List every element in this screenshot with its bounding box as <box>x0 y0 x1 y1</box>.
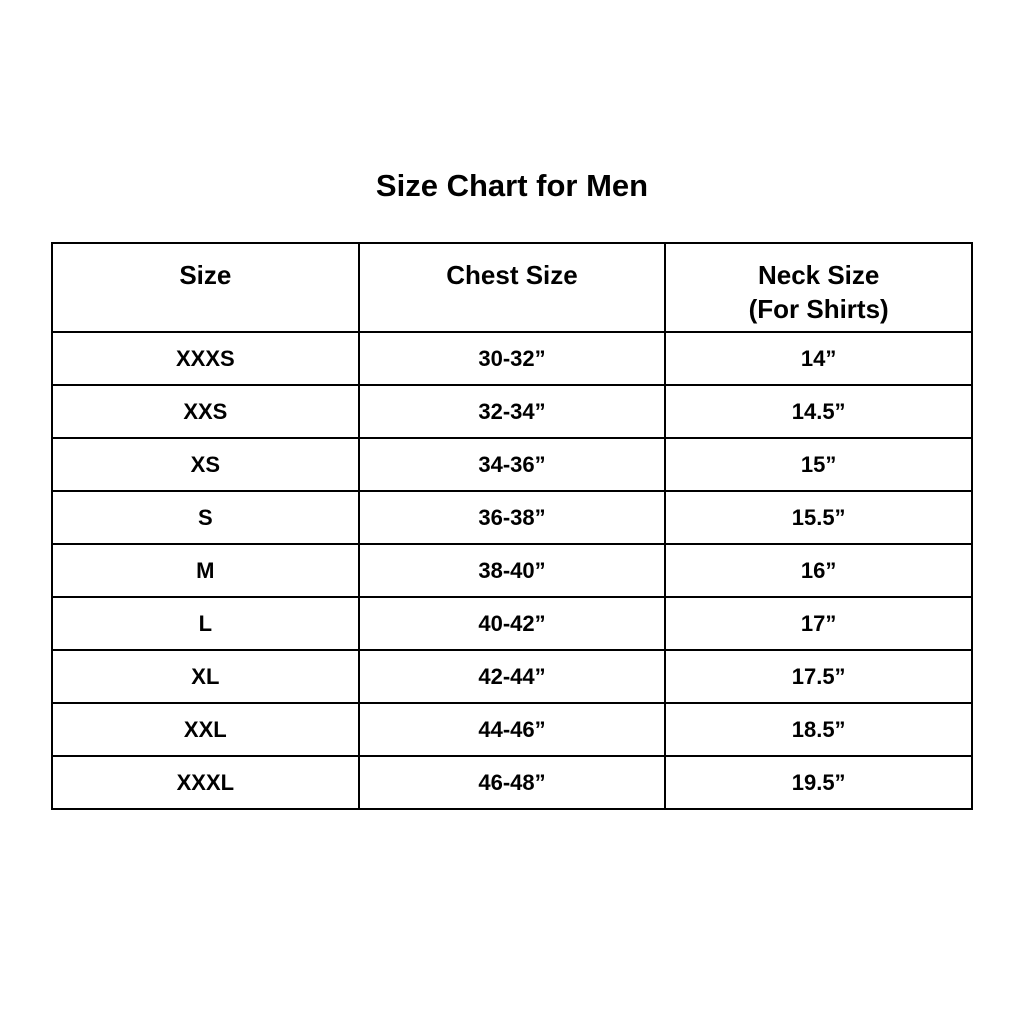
header-size: Size <box>51 242 360 333</box>
cell-size: XXXL <box>51 755 360 810</box>
header-row: Size Chest Size Neck Size (For Shirts) <box>51 242 973 333</box>
table-body: XXXS 30-32” 14” XXS 32-34” 14.5” XS 34-36” 15” S 3… <box>51 331 973 810</box>
cell-size: XS <box>51 437 360 492</box>
cell-chest-size: 42-44” <box>357 649 667 704</box>
header-sublabel: (For Shirts) <box>748 294 889 324</box>
size-chart-table: Size Chest Size Neck Size (For Shirts) XX… <box>51 242 973 810</box>
cell-size: XXS <box>51 384 360 439</box>
cell-size: S <box>51 490 360 545</box>
header-neck-size: Neck Size (For Shirts) <box>664 242 973 333</box>
cell-neck-size: 17.5” <box>664 649 973 704</box>
cell-neck-size: 14.5” <box>664 384 973 439</box>
cell-neck-size: 15” <box>664 437 973 492</box>
header-label: Neck Size <box>757 260 880 290</box>
cell-neck-size: 17” <box>664 596 973 651</box>
table-row: XXL 44-46” 18.5” <box>51 702 973 757</box>
table-row: XS 34-36” 15” <box>51 437 973 492</box>
cell-chest-size: 40-42” <box>357 596 667 651</box>
table-row: S 36-38” 15.5” <box>51 490 973 545</box>
cell-neck-size: 18.5” <box>664 702 973 757</box>
cell-neck-size: 14” <box>664 331 973 386</box>
cell-size: XL <box>51 649 360 704</box>
cell-chest-size: 32-34” <box>357 384 667 439</box>
table-row: L 40-42” 17” <box>51 596 973 651</box>
table-row: XXXS 30-32” 14” <box>51 331 973 386</box>
cell-chest-size: 36-38” <box>357 490 667 545</box>
cell-neck-size: 16” <box>664 543 973 598</box>
cell-size: XXXS <box>51 331 360 386</box>
header-label: Size <box>179 260 232 290</box>
cell-size: L <box>51 596 360 651</box>
cell-chest-size: 34-36” <box>357 437 667 492</box>
page-title: Size Chart for Men <box>375 168 649 203</box>
cell-neck-size: 19.5” <box>664 755 973 810</box>
cell-size: XXL <box>51 702 360 757</box>
cell-neck-size: 15.5” <box>664 490 973 545</box>
table-row: M 38-40” 16” <box>51 543 973 598</box>
table-row: XL 42-44” 17.5” <box>51 649 973 704</box>
cell-chest-size: 44-46” <box>357 702 667 757</box>
table-row: XXS 32-34” 14.5” <box>51 384 973 439</box>
cell-chest-size: 46-48” <box>357 755 667 810</box>
cell-chest-size: 38-40” <box>357 543 667 598</box>
header-chest-size: Chest Size <box>357 242 667 333</box>
cell-chest-size: 30-32” <box>357 331 667 386</box>
table-row: XXXL 46-48” 19.5” <box>51 755 973 810</box>
header-label: Chest Size <box>446 260 578 290</box>
cell-size: M <box>51 543 360 598</box>
